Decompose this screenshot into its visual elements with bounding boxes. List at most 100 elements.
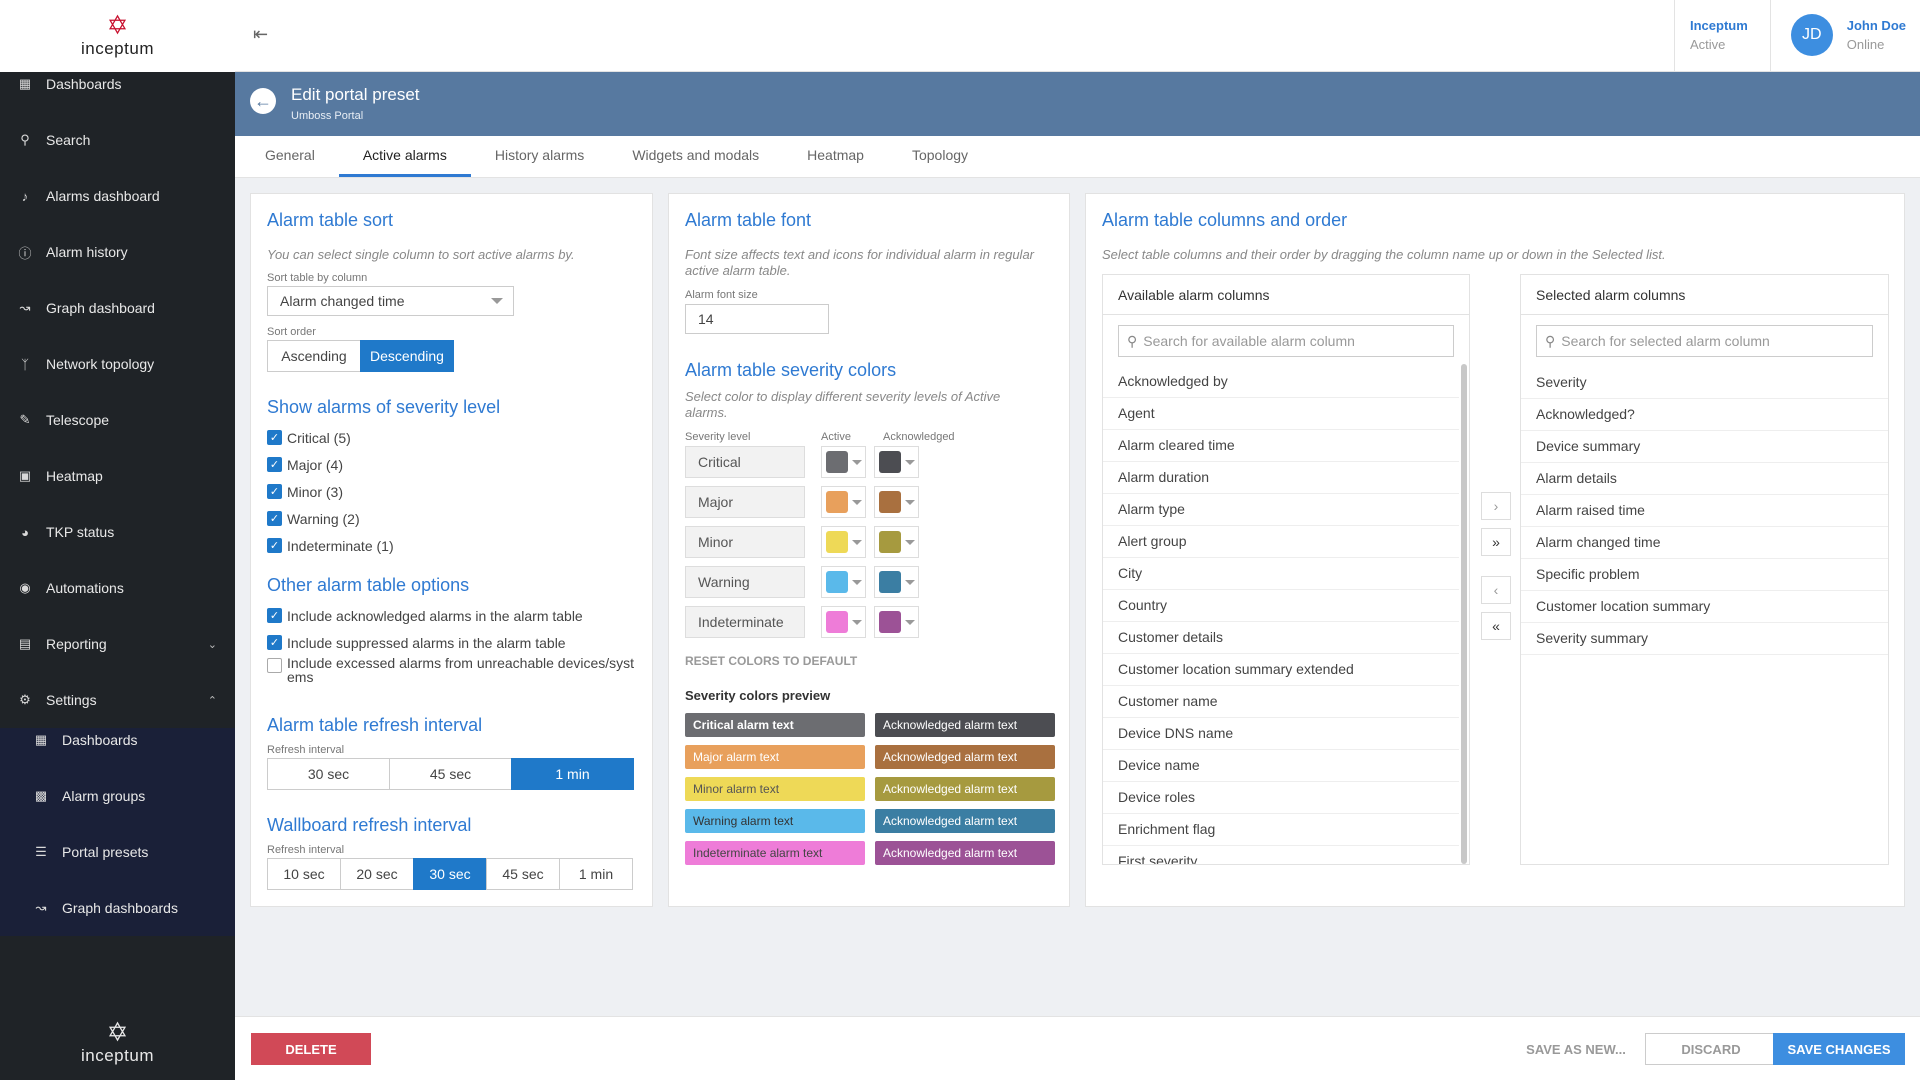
nav-alarms-dashboard[interactable]: ♪ Alarms dashboard [0, 168, 235, 224]
available-search-input[interactable]: ⚲ Search for available alarm column [1118, 325, 1454, 357]
list-item[interactable]: Acknowledged? [1521, 399, 1888, 431]
sort-column-select[interactable]: Alarm changed time [267, 286, 514, 316]
nav-telescope[interactable]: ✎ Telescope [0, 392, 235, 448]
caret-down-icon [905, 539, 915, 545]
move-right-button[interactable]: › [1481, 492, 1511, 520]
ack-color-picker[interactable] [874, 486, 919, 518]
list-item[interactable]: Severity summary [1521, 623, 1888, 655]
list-item[interactable]: Device name [1103, 750, 1459, 782]
severity-checkbox-warning[interactable]: ✓ Warning (2) [267, 505, 637, 532]
severity-checkbox-major[interactable]: ✓ Major (4) [267, 451, 637, 478]
save-changes-button[interactable]: SAVE CHANGES [1773, 1033, 1905, 1065]
tab-heatmap[interactable]: Heatmap [807, 147, 864, 163]
move-all-left-button[interactable]: « [1481, 612, 1511, 640]
collapse-sidebar-icon[interactable]: ⇤ [253, 24, 269, 44]
nav-search[interactable]: ⚲ Search [0, 112, 235, 168]
list-item[interactable]: Acknowledged by [1103, 366, 1459, 398]
list-item[interactable]: Specific problem [1521, 559, 1888, 591]
tab-topology[interactable]: Topology [911, 147, 969, 163]
list-item[interactable]: Enrichment flag [1103, 814, 1459, 846]
severity-checkbox-indeterminate[interactable]: ✓ Indeterminate (1) [267, 532, 637, 559]
nav-heatmap[interactable]: ▣ Heatmap [0, 448, 235, 504]
subnav-dashboards[interactable]: ▦ Dashboards [0, 728, 235, 752]
list-item[interactable]: Alarm type [1103, 494, 1459, 526]
list-item[interactable]: Alarm raised time [1521, 495, 1888, 527]
subnav-alarm-groups[interactable]: ▩ Alarm groups [0, 768, 235, 824]
ack-color-picker[interactable] [874, 446, 919, 478]
list-item[interactable]: Customer location summary [1521, 591, 1888, 623]
tab-history-alarms[interactable]: History alarms [494, 147, 585, 163]
font-size-input[interactable]: 14 [685, 304, 829, 334]
include-acknowledged-checkbox[interactable]: ✓ Include acknowledged alarms in the alar… [267, 602, 637, 629]
col-severity-level: Severity level [685, 431, 751, 443]
tab-widgets-and-modals[interactable]: Widgets and modals [632, 147, 760, 163]
list-item[interactable]: Alert group [1103, 526, 1459, 558]
active-color-picker[interactable] [821, 446, 866, 478]
include-excessed-checkbox[interactable]: Include excessed alarms from unreachable… [267, 656, 637, 690]
list-item[interactable]: Customer name [1103, 686, 1459, 718]
refresh-30sec-button[interactable]: 30 sec [267, 758, 390, 790]
subnav-graph-dashboards[interactable]: ↝ Graph dashboards [0, 880, 235, 936]
nav-dashboards[interactable]: ▦ Dashboards [0, 72, 235, 96]
wallboard-20sec-button[interactable]: 20 sec [340, 858, 414, 890]
list-item[interactable]: Device DNS name [1103, 718, 1459, 750]
preview-critical-active: Critical alarm text [685, 713, 865, 737]
nav-reporting[interactable]: ▤ Reporting ⌄ [0, 616, 235, 672]
severity-checkbox-minor[interactable]: ✓ Minor (3) [267, 478, 637, 505]
discard-button[interactable]: DISCARD [1645, 1033, 1777, 1065]
nav-tkp-status[interactable]: ◕ TKP status [0, 504, 235, 560]
ack-color-picker[interactable] [874, 526, 919, 558]
preview-indeterminate-active: Indeterminate alarm text [685, 841, 865, 865]
wallboard-1min-button[interactable]: 1 min [559, 858, 633, 890]
wallboard-45sec-button[interactable]: 45 sec [486, 858, 560, 890]
active-color-picker[interactable] [821, 606, 866, 638]
user-menu[interactable]: JD John Doe Online [1790, 14, 1906, 56]
list-item[interactable]: Device summary [1521, 431, 1888, 463]
refresh-1min-button[interactable]: 1 min [511, 758, 634, 790]
save-as-new-button[interactable]: SAVE AS NEW... [1526, 1041, 1626, 1057]
active-color-picker[interactable] [821, 566, 866, 598]
refresh-45sec-button[interactable]: 45 sec [389, 758, 512, 790]
tenant-switcher[interactable]: Inceptum Active [1674, 0, 1771, 72]
ascending-button[interactable]: Ascending [267, 340, 361, 372]
list-item[interactable]: City [1103, 558, 1459, 590]
list-item[interactable]: Device roles [1103, 782, 1459, 814]
nav-graph-dashboard[interactable]: ↝ Graph dashboard [0, 280, 235, 336]
list-item[interactable]: Customer location summary extended [1103, 654, 1459, 686]
list-item[interactable]: Alarm details [1521, 463, 1888, 495]
reset-colors-link[interactable]: RESET COLORS TO DEFAULT [685, 654, 858, 668]
list-item[interactable]: Customer details [1103, 622, 1459, 654]
wallboard-30sec-button[interactable]: 30 sec [413, 858, 487, 890]
list-item[interactable]: Alarm cleared time [1103, 430, 1459, 462]
move-all-right-button[interactable]: » [1481, 528, 1511, 556]
tab-general[interactable]: General [265, 147, 315, 163]
back-arrow-icon[interactable]: ← [250, 88, 276, 114]
tab-active-alarms[interactable]: Active alarms [338, 136, 471, 177]
subnav-portal-presets[interactable]: ☰ Portal presets [0, 824, 235, 880]
list-item[interactable]: Alarm duration [1103, 462, 1459, 494]
list-item[interactable]: Severity [1521, 367, 1888, 399]
wallboard-10sec-button[interactable]: 10 sec [267, 858, 341, 890]
descending-button[interactable]: Descending [360, 340, 454, 372]
top-logo[interactable]: ✡ inceptum [0, 0, 235, 72]
severity-checkbox-critical[interactable]: ✓ Critical (5) [267, 424, 637, 451]
ack-color-picker[interactable] [874, 566, 919, 598]
tenant-name: Inceptum [1690, 18, 1748, 33]
include-suppressed-checkbox[interactable]: ✓ Include suppressed alarms in the alarm … [267, 629, 637, 656]
move-left-button[interactable]: ‹ [1481, 576, 1511, 604]
list-item[interactable]: Country [1103, 590, 1459, 622]
list-item[interactable]: Agent [1103, 398, 1459, 430]
selected-search-input[interactable]: ⚲ Search for selected alarm column [1536, 325, 1873, 357]
search-icon: ⚲ [1545, 332, 1556, 349]
nav-network-topology[interactable]: ᛉ Network topology [0, 336, 235, 392]
delete-button[interactable]: DELETE [251, 1033, 371, 1065]
nav-alarm-history[interactable]: ⓘ Alarm history [0, 224, 235, 280]
nav-settings[interactable]: ⚙ Settings ⌃ [0, 672, 235, 728]
nav-automations[interactable]: ◉ Automations [0, 560, 235, 616]
active-color-picker[interactable] [821, 486, 866, 518]
list-item[interactable]: First severity [1103, 846, 1459, 864]
active-color-picker[interactable] [821, 526, 866, 558]
available-scrollbar[interactable] [1461, 364, 1467, 864]
list-item[interactable]: Alarm changed time [1521, 527, 1888, 559]
ack-color-picker[interactable] [874, 606, 919, 638]
